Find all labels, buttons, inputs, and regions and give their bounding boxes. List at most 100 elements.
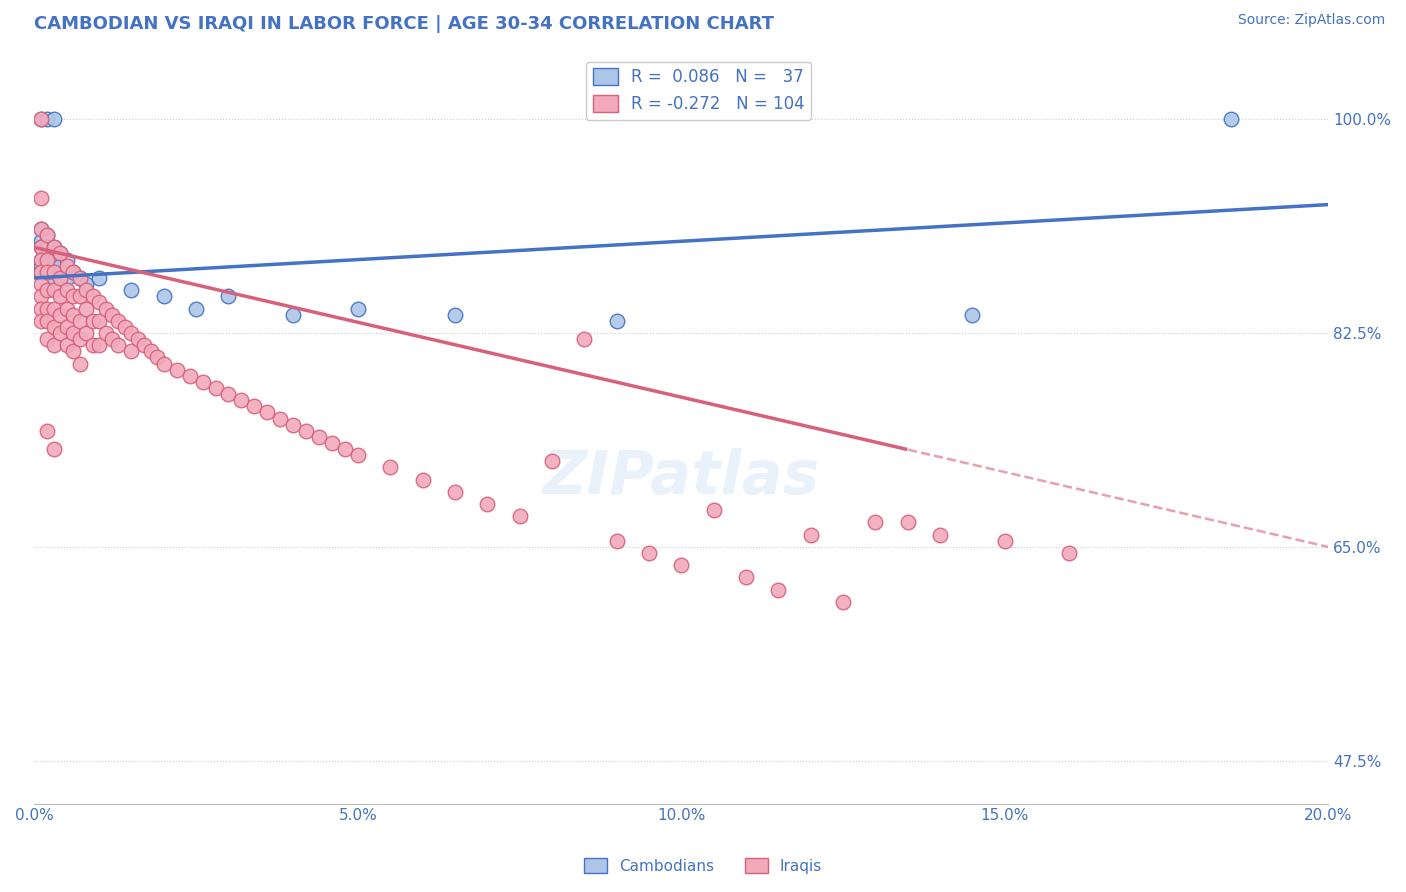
Point <box>87 271 110 285</box>
Point <box>1220 112 1243 126</box>
Point <box>30 192 52 206</box>
Point <box>107 338 129 352</box>
Point <box>55 252 77 267</box>
Point <box>231 393 253 408</box>
Point <box>37 265 59 279</box>
Point <box>69 357 91 371</box>
Point <box>69 271 91 285</box>
Point <box>107 314 129 328</box>
Point <box>62 344 84 359</box>
Point <box>114 319 136 334</box>
Point <box>204 381 226 395</box>
Point <box>30 277 52 291</box>
Point <box>30 259 52 273</box>
Point <box>55 259 77 273</box>
Point <box>69 271 91 285</box>
Point <box>55 338 77 352</box>
Point <box>42 240 65 254</box>
Point <box>30 252 52 267</box>
Point <box>42 338 65 352</box>
Point <box>243 399 266 413</box>
Point <box>37 240 59 254</box>
Point <box>333 442 356 456</box>
Point <box>30 314 52 328</box>
Point <box>30 112 52 126</box>
Point <box>191 375 214 389</box>
Point <box>671 558 693 573</box>
Point <box>120 344 142 359</box>
Point <box>82 289 104 303</box>
Point <box>42 252 65 267</box>
Point <box>378 460 401 475</box>
Point <box>55 283 77 297</box>
Point <box>62 289 84 303</box>
Point <box>30 265 52 279</box>
Point <box>120 283 142 297</box>
Point <box>638 546 661 560</box>
Legend: R =  0.086   N =   37, R = -0.272   N = 104: R = 0.086 N = 37, R = -0.272 N = 104 <box>586 62 811 120</box>
Point <box>30 234 52 248</box>
Point <box>42 442 65 456</box>
Point <box>295 424 318 438</box>
Point <box>37 259 59 273</box>
Point <box>1059 546 1081 560</box>
Point <box>37 283 59 297</box>
Point <box>69 289 91 303</box>
Point <box>75 326 97 340</box>
Point <box>281 417 304 432</box>
Point <box>30 222 52 236</box>
Point <box>49 289 72 303</box>
Text: Source: ZipAtlas.com: Source: ZipAtlas.com <box>1237 13 1385 28</box>
Point <box>832 595 855 609</box>
Point <box>37 332 59 346</box>
Point <box>62 265 84 279</box>
Point <box>444 484 467 499</box>
Point <box>735 570 758 584</box>
Point <box>30 265 52 279</box>
Point <box>120 326 142 340</box>
Point <box>49 326 72 340</box>
Point <box>62 308 84 322</box>
Point <box>94 326 117 340</box>
Point <box>82 338 104 352</box>
Point <box>37 265 59 279</box>
Point <box>49 271 72 285</box>
Text: CAMBODIAN VS IRAQI IN LABOR FORCE | AGE 30-34 CORRELATION CHART: CAMBODIAN VS IRAQI IN LABOR FORCE | AGE … <box>34 15 775 33</box>
Point <box>37 252 59 267</box>
Point <box>87 314 110 328</box>
Point <box>994 533 1017 548</box>
Point <box>30 240 52 254</box>
Point <box>42 240 65 254</box>
Point <box>865 516 887 530</box>
Point <box>101 332 124 346</box>
Point <box>101 308 124 322</box>
Point <box>37 112 59 126</box>
Point <box>346 448 368 462</box>
Point <box>37 301 59 316</box>
Point <box>166 362 188 376</box>
Point <box>152 289 174 303</box>
Point <box>217 387 239 401</box>
Point <box>87 338 110 352</box>
Point <box>444 308 467 322</box>
Point <box>42 301 65 316</box>
Point <box>269 411 291 425</box>
Point <box>321 436 343 450</box>
Point <box>49 246 72 260</box>
Point <box>42 265 65 279</box>
Point <box>346 301 368 316</box>
Point <box>55 271 77 285</box>
Point <box>929 527 952 541</box>
Point <box>94 301 117 316</box>
Point <box>69 332 91 346</box>
Point <box>75 277 97 291</box>
Point <box>42 112 65 126</box>
Point <box>152 357 174 371</box>
Point <box>541 454 564 468</box>
Point <box>30 252 52 267</box>
Point <box>75 283 97 297</box>
Point <box>184 301 207 316</box>
Point <box>139 344 162 359</box>
Point <box>49 246 72 260</box>
Point <box>146 351 169 365</box>
